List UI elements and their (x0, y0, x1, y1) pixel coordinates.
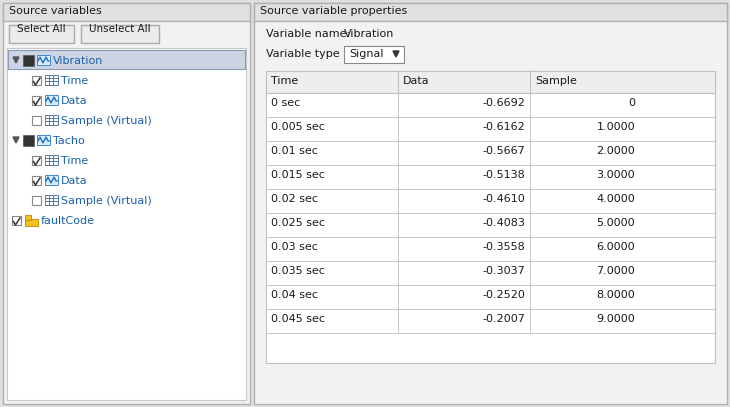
Text: Time: Time (61, 156, 88, 166)
Text: 0.01 sec: 0.01 sec (271, 146, 318, 156)
Text: 0.015 sec: 0.015 sec (271, 170, 325, 180)
Text: 0: 0 (628, 98, 635, 108)
Text: Tacho: Tacho (53, 136, 85, 146)
Bar (45, 75, 58, 85)
Bar (9, 25, 74, 43)
Text: 0.025 sec: 0.025 sec (271, 218, 325, 228)
Text: 7.0000: 7.0000 (596, 266, 635, 276)
Text: 2.0000: 2.0000 (596, 146, 635, 156)
Text: -0.3037: -0.3037 (483, 266, 525, 276)
Text: -0.6162: -0.6162 (483, 122, 525, 132)
Text: 0.03 sec: 0.03 sec (271, 242, 318, 252)
Text: 0 sec: 0 sec (271, 98, 300, 108)
Text: 0.005 sec: 0.005 sec (271, 122, 325, 132)
Polygon shape (13, 137, 19, 143)
Text: Data: Data (61, 176, 88, 186)
Bar (25, 219, 38, 226)
Text: -0.2520: -0.2520 (482, 290, 525, 300)
Polygon shape (393, 51, 399, 57)
Text: 0.045 sec: 0.045 sec (271, 314, 325, 324)
Bar (344, 46, 404, 63)
Text: Select All: Select All (17, 24, 65, 34)
Text: Time: Time (271, 76, 299, 86)
Text: faultCode: faultCode (41, 216, 95, 226)
Bar (266, 71, 715, 93)
Bar (23, 55, 34, 66)
Text: 5.0000: 5.0000 (596, 218, 635, 228)
Bar (3, 3, 250, 21)
Bar (37, 135, 50, 145)
Bar (45, 115, 58, 125)
Bar (81, 25, 159, 43)
Text: -0.5138: -0.5138 (483, 170, 525, 180)
Text: -0.2007: -0.2007 (482, 314, 525, 324)
Bar (32, 176, 41, 185)
Bar (12, 216, 21, 225)
Bar (32, 96, 41, 105)
Text: 3.0000: 3.0000 (596, 170, 635, 180)
Bar (45, 95, 58, 105)
Polygon shape (13, 57, 19, 63)
Text: -0.4610: -0.4610 (483, 194, 525, 204)
Bar (254, 3, 727, 21)
Text: Data: Data (61, 96, 88, 106)
Text: Variable type: Variable type (266, 49, 339, 59)
Bar (32, 116, 41, 125)
Text: 0.035 sec: 0.035 sec (271, 266, 325, 276)
Bar (25, 215, 31, 220)
Bar (37, 55, 50, 65)
Text: Variable name:: Variable name: (266, 29, 350, 39)
Text: Sample (Virtual): Sample (Virtual) (61, 116, 152, 126)
Text: Sample (Virtual): Sample (Virtual) (61, 196, 152, 206)
Text: 1.0000: 1.0000 (596, 122, 635, 132)
Bar (45, 195, 58, 205)
Text: Unselect All: Unselect All (89, 24, 151, 34)
Text: -0.6692: -0.6692 (482, 98, 525, 108)
Text: -0.4083: -0.4083 (482, 218, 525, 228)
Bar (32, 76, 41, 85)
Text: 0.04 sec: 0.04 sec (271, 290, 318, 300)
Text: Signal: Signal (349, 49, 383, 59)
Text: 9.0000: 9.0000 (596, 314, 635, 324)
Bar (7, 48, 246, 400)
Text: -0.5667: -0.5667 (483, 146, 525, 156)
Bar (32, 156, 41, 165)
Text: 0.02 sec: 0.02 sec (271, 194, 318, 204)
Bar (3, 3, 250, 404)
Text: Source variable properties: Source variable properties (260, 6, 407, 16)
Bar (45, 175, 58, 185)
Bar (266, 71, 715, 363)
Text: 4.0000: 4.0000 (596, 194, 635, 204)
Bar (32, 196, 41, 205)
Text: Source variables: Source variables (9, 6, 101, 16)
Text: Data: Data (403, 76, 430, 86)
Text: 8.0000: 8.0000 (596, 290, 635, 300)
Bar (23, 135, 34, 146)
Text: Sample: Sample (535, 76, 577, 86)
Text: 6.0000: 6.0000 (596, 242, 635, 252)
Bar (45, 155, 58, 165)
Text: Vibration: Vibration (344, 29, 394, 39)
Bar (254, 3, 727, 404)
Bar (8, 50, 245, 69)
Text: Vibration: Vibration (53, 56, 104, 66)
Text: Time: Time (61, 76, 88, 86)
Text: -0.3558: -0.3558 (483, 242, 525, 252)
